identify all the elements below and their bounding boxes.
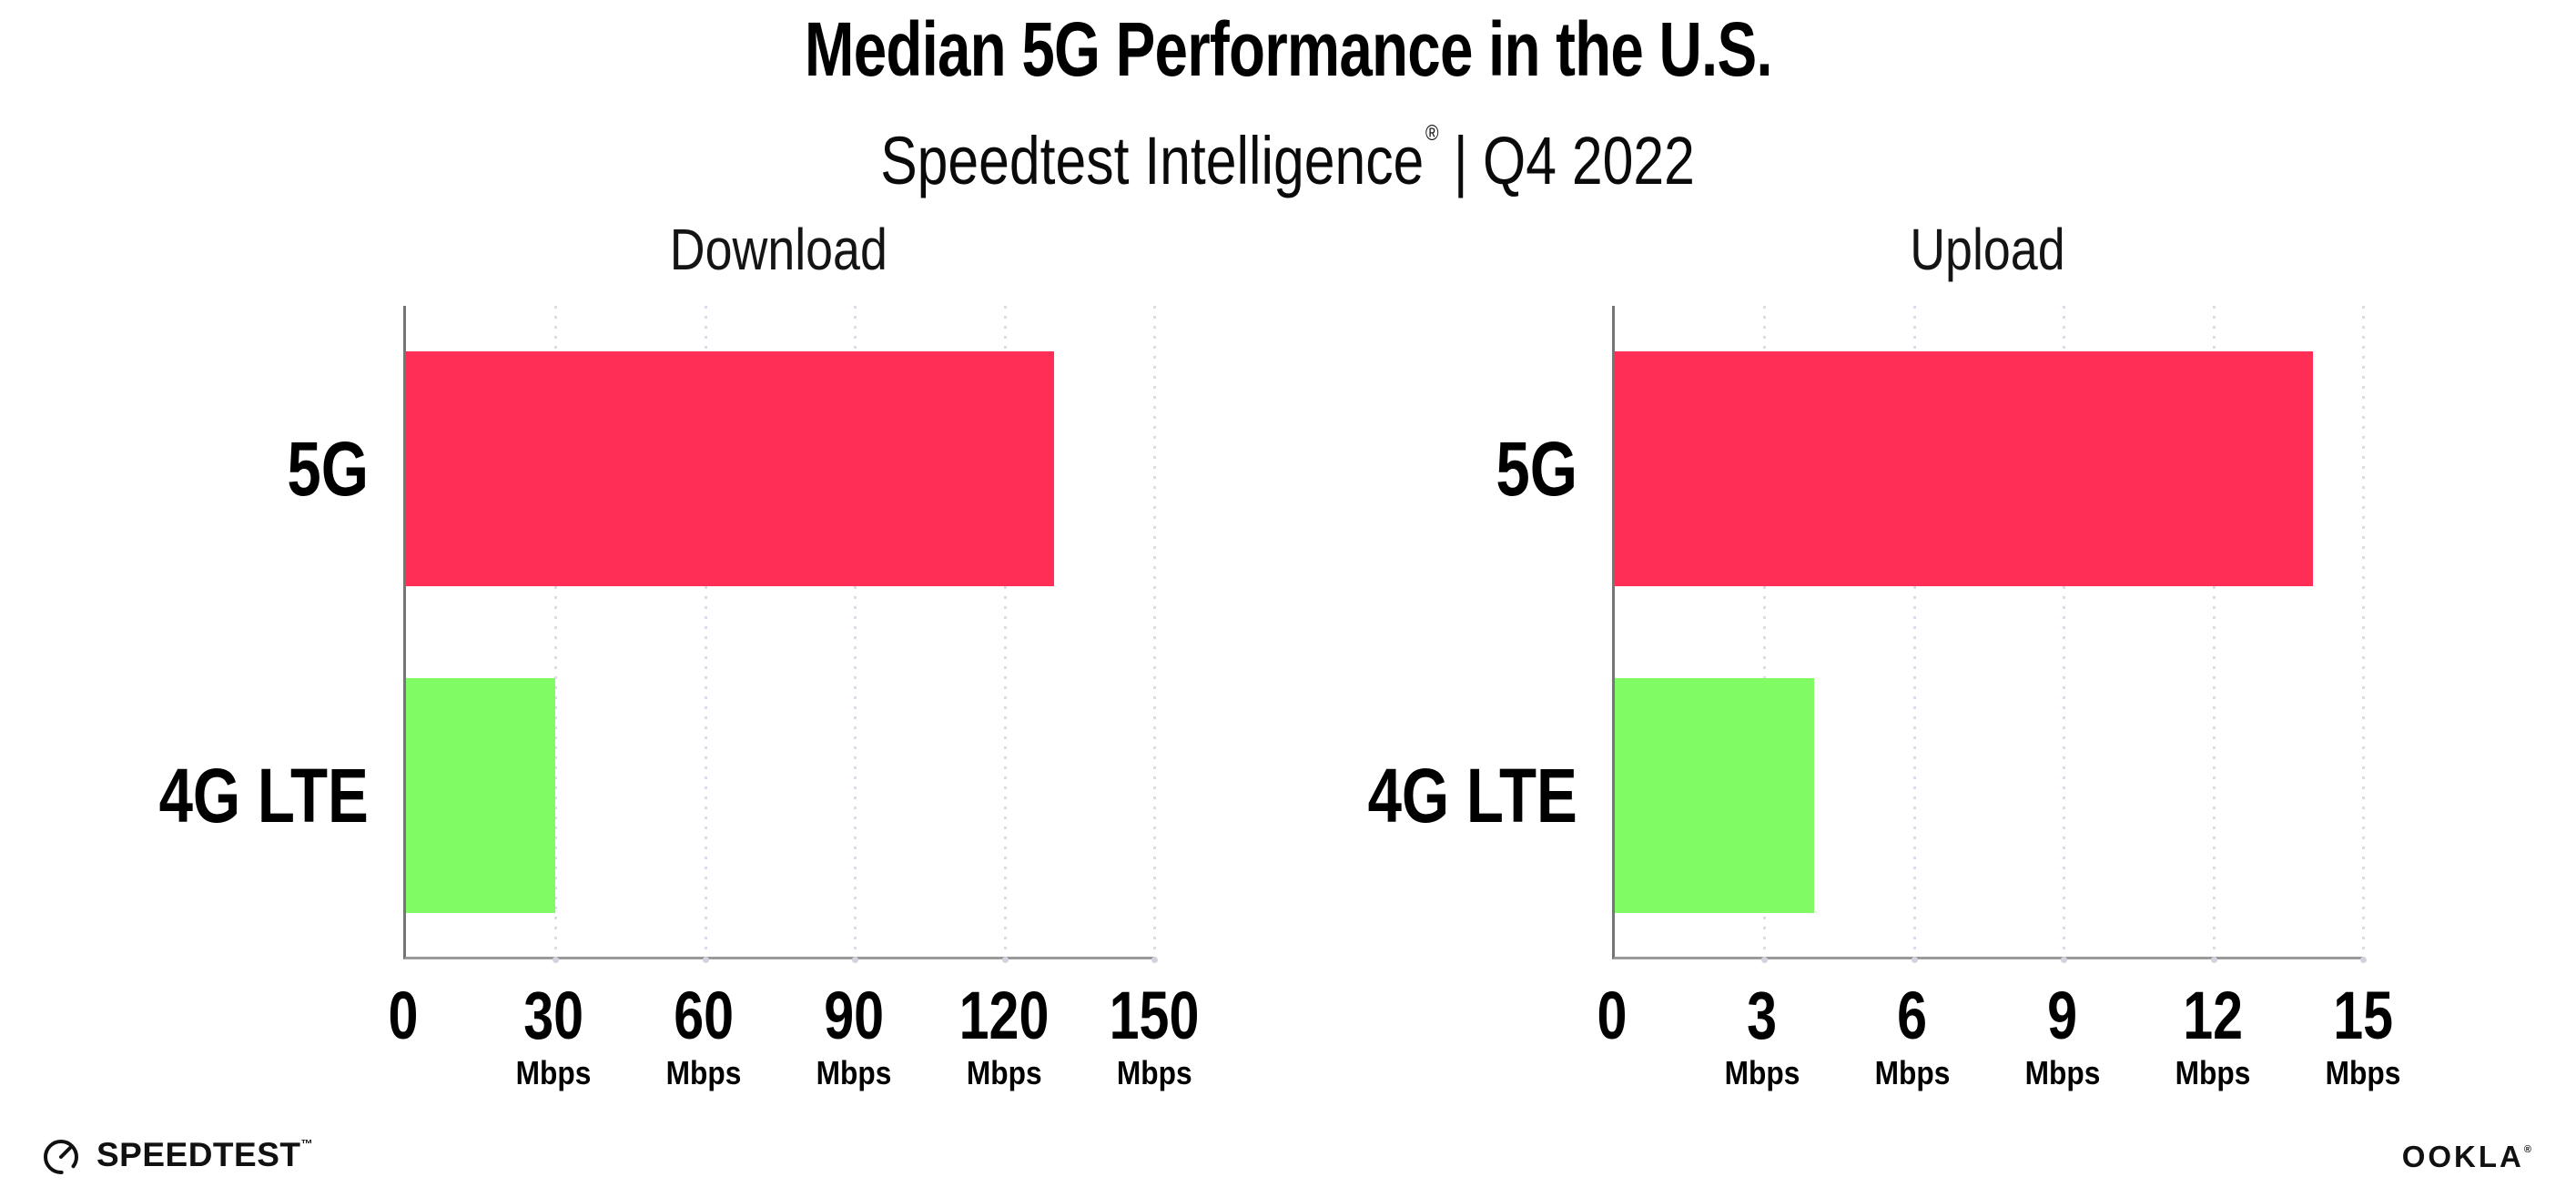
chart-title-upload: Upload <box>1910 217 2065 282</box>
bar-4g-lte <box>1615 678 1815 913</box>
chart-title-download: Download <box>669 217 888 282</box>
x-tick: 6 Mbps <box>1874 978 1951 1091</box>
page-title: Median 5G Performance in the U.S. <box>0 9 2576 89</box>
x-tick: 30 Mbps <box>515 978 592 1091</box>
ookla-wordmark: OOKLA® <box>2401 1140 2534 1173</box>
bar-5g <box>406 351 1055 586</box>
x-tick: 15 Mbps <box>2325 978 2401 1091</box>
ookla-logo: OOKLA® <box>2402 1140 2534 1174</box>
x-tick: 0 <box>1597 978 1628 1053</box>
category-label: 4G LTE <box>158 753 369 838</box>
category-label: 5G <box>287 426 369 512</box>
bar-5g <box>1615 351 2314 586</box>
registered-mark: ® <box>1425 121 1439 146</box>
chart-panel-upload: Upload 5G 4G LTE 0 3 Mbps 6 Mbps 9 Mbps 12 Mbps 15… <box>1368 220 2401 1090</box>
category-label: 4G LTE <box>1367 753 1577 838</box>
speedtest-logo: SPEEDTEST™ <box>38 1132 313 1178</box>
gridline <box>2061 306 2068 963</box>
x-tick: 0 <box>388 978 419 1053</box>
gridline <box>1761 306 1769 963</box>
x-tick: 9 Mbps <box>2024 978 2101 1091</box>
plot-area <box>1612 306 2367 963</box>
registered-mark-ookla: ® <box>2523 1144 2534 1155</box>
x-tick: 150 Mbps <box>1109 978 1200 1091</box>
gridline <box>2210 306 2217 963</box>
gridline <box>553 306 560 963</box>
subtitle-divider: | <box>1454 123 1469 198</box>
gridline <box>1001 306 1009 963</box>
x-tick: 12 Mbps <box>2175 978 2251 1091</box>
gridline <box>852 306 859 963</box>
speedtest-wordmark: SPEEDTEST™ <box>96 1136 313 1173</box>
trademark-mark: ™ <box>300 1137 313 1151</box>
speedtest-gauge-icon <box>44 1140 78 1174</box>
gridline <box>2360 306 2367 963</box>
plot-area <box>403 306 1158 963</box>
page-subtitle-text: Speedtest Intelligence® | Q4 2022 <box>881 96 1696 198</box>
x-tick: 3 Mbps <box>1724 978 1800 1091</box>
gridline <box>1151 306 1158 963</box>
x-tick: 90 Mbps <box>816 978 892 1091</box>
gridline <box>702 306 709 963</box>
bar-4g-lte <box>406 678 556 913</box>
chart-panel-download: Download 5G 4G LTE 0 30 Mbps 60 Mbps 90 Mbps 120… <box>159 220 1200 1090</box>
gridline <box>1911 306 1918 963</box>
subtitle-period: Q4 2022 <box>1483 123 1696 198</box>
header: Median 5G Performance in the U.S. Speedt… <box>0 0 2576 198</box>
page-subtitle: Speedtest Intelligence® | Q4 2022 <box>0 96 2576 198</box>
category-label: 5G <box>1496 426 1577 512</box>
subtitle-brand: Speedtest Intelligence <box>880 123 1425 198</box>
x-tick: 120 Mbps <box>958 978 1050 1091</box>
page-title-text: Median 5G Performance in the U.S. <box>804 6 1773 92</box>
x-tick: 60 Mbps <box>665 978 742 1091</box>
